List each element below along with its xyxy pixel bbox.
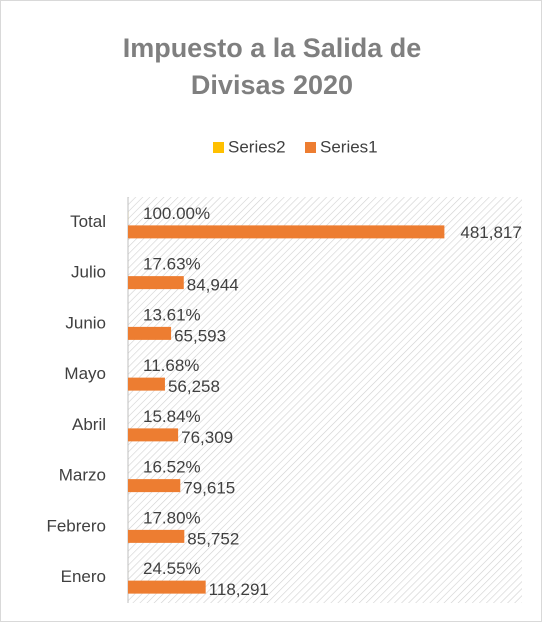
legend-label: Series2: [228, 137, 286, 156]
chart-title: Divisas 2020: [191, 70, 353, 100]
y-tick-label: Total: [70, 212, 106, 231]
data-label: 65,593: [174, 326, 226, 345]
plot-area: [128, 197, 522, 603]
data-label: 76,309: [181, 428, 233, 447]
data-label: 16.52%: [143, 458, 201, 477]
data-label: 481,817: [460, 223, 521, 242]
y-tick-label: Julio: [71, 263, 106, 282]
legend-label: Series1: [320, 137, 378, 156]
data-label: 15.84%: [143, 407, 201, 426]
data-label: 100.00%: [143, 204, 210, 223]
y-tick-label: Mayo: [64, 364, 106, 383]
y-tick-label: Marzo: [59, 466, 106, 485]
data-label: 118,291: [209, 580, 269, 599]
data-label: 11.68%: [143, 356, 199, 375]
data-label: 79,615: [183, 479, 235, 498]
bar: [128, 276, 184, 290]
legend-swatch: [305, 142, 316, 153]
bar: [128, 479, 181, 493]
bar: [128, 428, 179, 442]
bar: [128, 326, 172, 340]
y-tick-label: Enero: [61, 567, 106, 586]
bar: [128, 377, 165, 391]
data-label: 84,944: [187, 276, 239, 295]
data-label: 24.55%: [143, 559, 201, 578]
data-label: 17.63%: [143, 255, 201, 274]
data-label: 13.61%: [143, 305, 201, 324]
data-label: 85,752: [187, 529, 239, 548]
legend-swatch: [213, 142, 224, 153]
data-label: 17.80%: [143, 508, 201, 527]
y-tick-label: Abril: [72, 415, 106, 434]
y-tick-label: Febrero: [46, 516, 106, 535]
bar: [128, 580, 206, 594]
bar: [128, 529, 185, 543]
data-label: 56,258: [168, 377, 220, 396]
chart-title: Impuesto a la Salida de: [123, 33, 422, 63]
bar: [128, 225, 445, 239]
y-tick-label: Junio: [65, 313, 106, 332]
